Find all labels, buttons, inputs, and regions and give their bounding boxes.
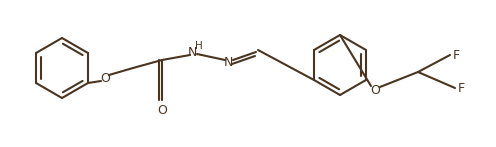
Text: N: N	[223, 56, 233, 69]
Text: O: O	[370, 83, 380, 96]
Text: O: O	[100, 71, 110, 85]
Text: F: F	[452, 49, 460, 61]
Text: O: O	[157, 103, 167, 117]
Text: N: N	[187, 46, 197, 59]
Text: H: H	[195, 41, 203, 51]
Text: F: F	[457, 81, 465, 95]
